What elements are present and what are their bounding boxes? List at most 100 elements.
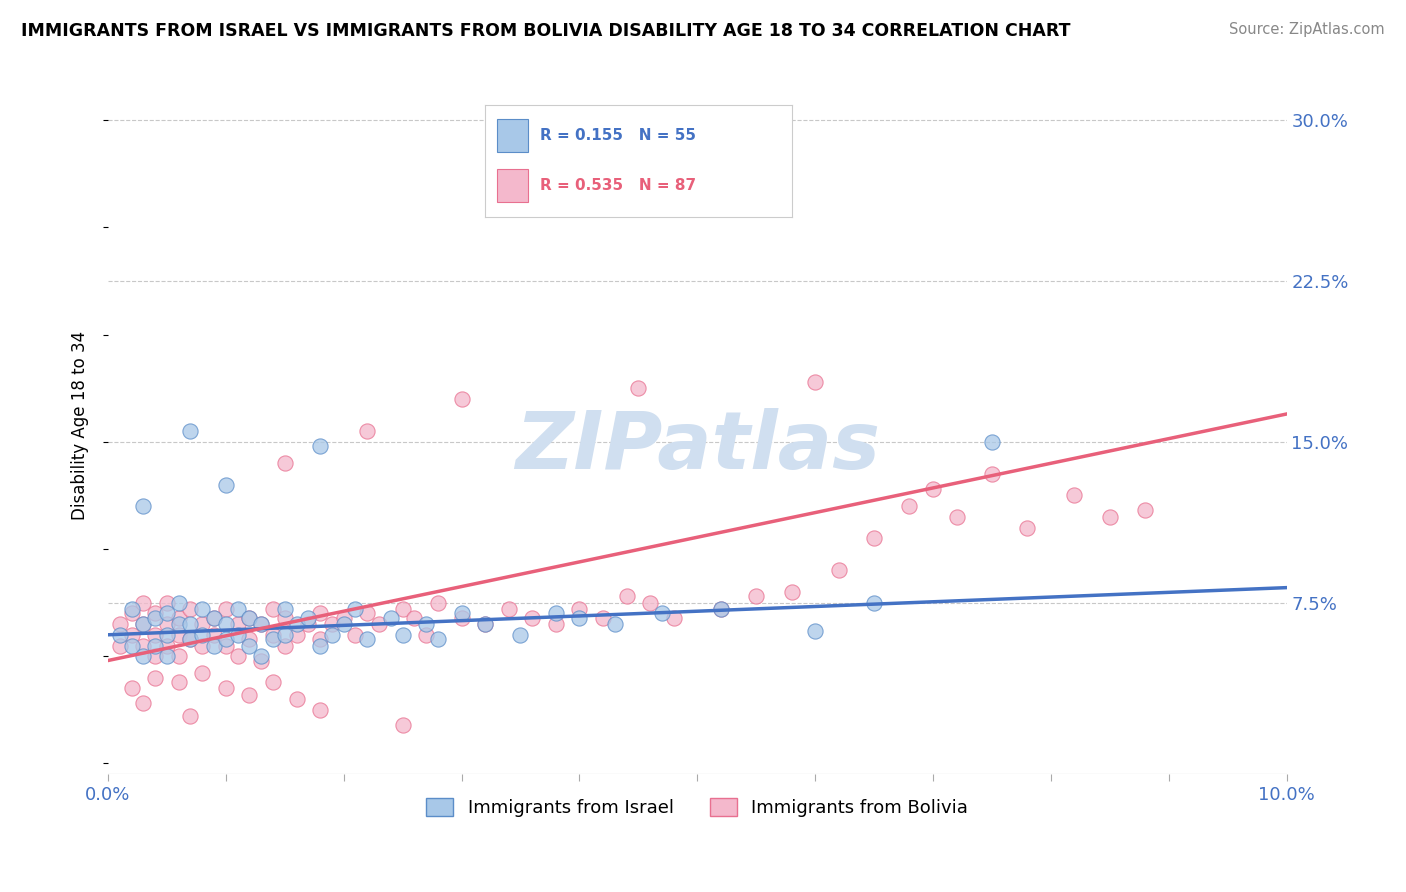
Point [132,649,155,664]
Point [202,628,225,642]
Point [191,666,214,681]
Point [745,589,768,603]
Point [226,602,249,616]
Point [285,692,308,706]
Point [121,628,143,642]
Point [143,628,166,642]
Point [238,610,260,624]
Point [274,610,297,624]
Point [215,632,238,646]
Point [297,617,319,632]
Point [215,477,238,491]
Point [215,617,238,632]
Point [191,617,214,632]
Point [474,617,496,632]
Point [592,610,614,624]
Point [250,617,273,632]
Point [332,610,354,624]
Point [179,632,201,646]
Point [167,649,190,664]
Point [250,653,273,667]
Point [804,624,827,638]
Point [321,617,343,632]
Y-axis label: Disability Age 18 to 34: Disability Age 18 to 34 [72,331,89,520]
Point [368,617,391,632]
Point [121,681,143,696]
Point [509,628,531,642]
Point [156,639,179,653]
Point [804,375,827,389]
Point [238,632,260,646]
Point [427,596,450,610]
Point [274,602,297,616]
Point [356,424,378,438]
Point [143,671,166,685]
Point [215,602,238,616]
Point [1063,488,1085,502]
Point [981,467,1004,481]
Point [226,617,249,632]
Point [391,628,413,642]
Point [356,607,378,621]
Point [309,607,332,621]
Point [321,628,343,642]
Point [202,610,225,624]
Point [179,709,201,723]
Point [1133,503,1156,517]
Point [450,607,472,621]
Point [568,610,591,624]
Point [238,639,260,653]
Point [215,639,238,653]
Point [132,639,155,653]
Point [132,596,155,610]
Point [662,610,685,624]
Point [780,585,803,599]
Point [167,596,190,610]
Point [156,596,179,610]
Point [262,632,284,646]
Point [309,639,332,653]
Point [156,649,179,664]
Point [1017,520,1039,534]
Point [863,532,886,546]
Point [121,639,143,653]
Point [332,617,354,632]
Point [156,628,179,642]
Point [391,602,413,616]
Point [309,703,332,717]
Point [132,697,155,711]
Point [167,610,190,624]
Point [380,610,402,624]
Point [143,639,166,653]
Point [427,632,450,646]
Point [250,649,273,664]
Point [344,628,367,642]
Point [945,509,967,524]
Point [309,632,332,646]
Point [603,617,626,632]
Point [262,602,284,616]
Point [156,607,179,621]
Point [544,607,567,621]
Point [226,649,249,664]
Point [108,628,131,642]
Point [285,628,308,642]
Point [274,639,297,653]
Point [215,681,238,696]
Point [710,602,733,616]
Point [522,610,544,624]
Text: ZIPatlas: ZIPatlas [515,408,880,485]
Point [167,617,190,632]
Point [167,675,190,690]
Point [297,610,319,624]
Text: Source: ZipAtlas.com: Source: ZipAtlas.com [1229,22,1385,37]
Point [132,617,155,632]
Point [132,499,155,513]
Point [167,628,190,642]
Point [274,456,297,470]
Point [121,607,143,621]
Point [391,718,413,732]
Point [404,610,426,624]
Point [356,632,378,646]
Point [415,628,437,642]
